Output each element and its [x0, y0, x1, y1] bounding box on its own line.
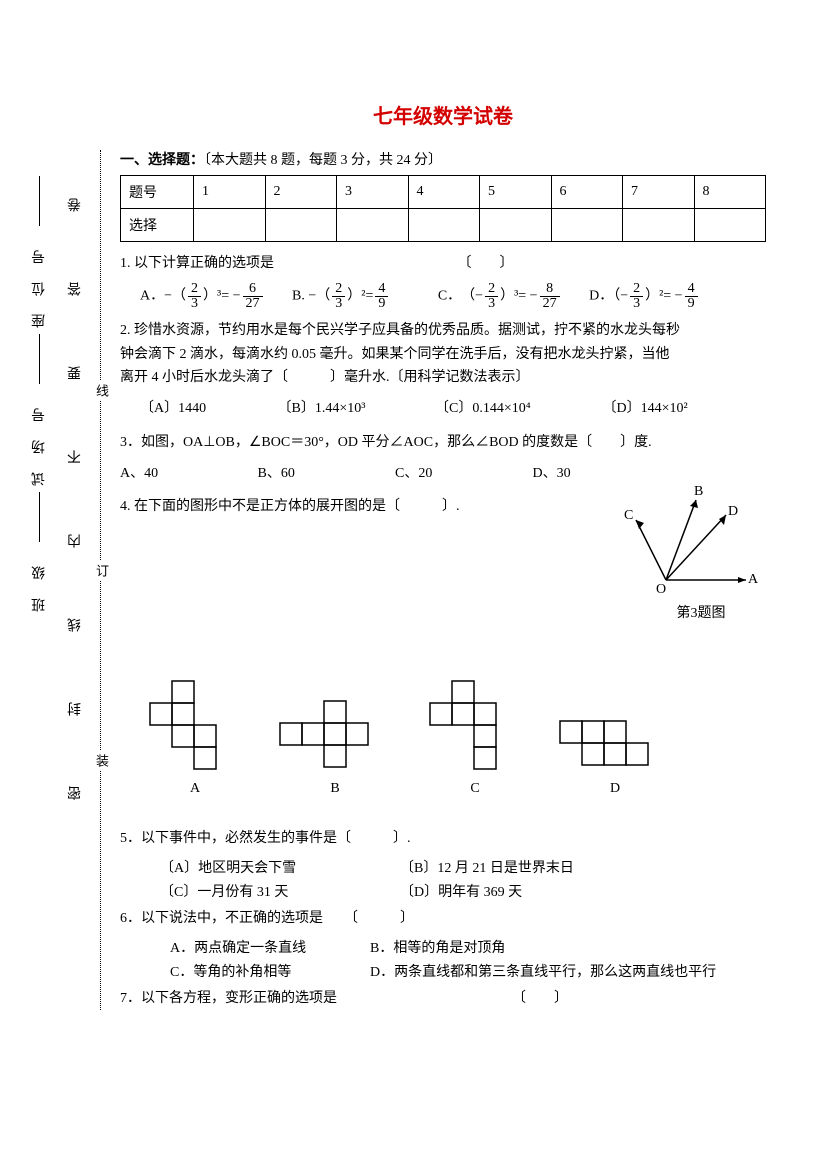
- q1-text: 1. 以下计算正确的选项是: [120, 256, 274, 271]
- net-label-C: C: [430, 781, 520, 797]
- q3-A: A、40: [120, 461, 230, 488]
- q2-D: 〔D〕144×10²: [603, 396, 688, 423]
- label-D: D: [728, 504, 738, 520]
- q6-A: A．两点确定一条直线: [170, 937, 370, 957]
- ans-cell[interactable]: [265, 209, 337, 242]
- col-5: 5: [480, 176, 552, 209]
- q1-D: D．（−23）²= −49: [589, 282, 700, 311]
- q5-opts: 〔A〕地区明天会下雪 〔B〕12 月 21 日是世界末日 〔C〕一月份有 31 …: [160, 857, 766, 901]
- q2-opts: 〔A〕1440 〔B〕1.44×10³ 〔C〕0.144×10⁴ 〔D〕144×…: [140, 396, 766, 423]
- q7-text: 7．以下各方程，变形正确的选项是 〔 〕: [120, 991, 568, 1006]
- ans-cell[interactable]: [408, 209, 480, 242]
- q6-B: B．相等的角是对顶角: [370, 937, 790, 957]
- q2-l2: 钟会滴下 2 滴水，每滴水约 0.05 毫升。如果某个同学在洗手后，没有把水龙头…: [120, 347, 670, 362]
- ans-cell[interactable]: [194, 209, 266, 242]
- q2: 2. 珍惜水资源，节约用水是每个民兴学子应具备的优秀品质。据测试，拧不紧的水龙头…: [120, 319, 766, 390]
- q5-B: 〔B〕12 月 21 日是世界末日: [400, 857, 700, 877]
- q3-D: D、30: [533, 461, 571, 488]
- col-1: 1: [194, 176, 266, 209]
- net-D-icon: [560, 719, 670, 769]
- col-3: 3: [337, 176, 409, 209]
- ans-cell[interactable]: [551, 209, 623, 242]
- q1: 1. 以下计算正确的选项是 〔 〕: [120, 252, 766, 276]
- q2-l1: 2. 珍惜水资源，节约用水是每个民兴学子应具备的优秀品质。据测试，拧不紧的水龙头…: [120, 323, 680, 338]
- q3-opts: A、40 B、60 C、20 D、30: [120, 461, 766, 488]
- net-A-icon: [150, 679, 240, 769]
- q5-A: 〔A〕地区明天会下雪: [160, 857, 400, 877]
- q1-B: B. −（23）²=49: [292, 282, 390, 311]
- q5-D: 〔D〕明年有 369 天: [400, 881, 700, 901]
- row2-label: 选择: [121, 209, 194, 242]
- q7: 7．以下各方程，变形正确的选项是 〔 〕: [120, 987, 766, 1011]
- section1-heading-label: 一、选择题：: [120, 153, 204, 168]
- q2-l3: 离开 4 小时后水龙头滴了〔 〕毫升水.〔用科学记数法表示〕: [120, 370, 530, 385]
- label-O: O: [656, 582, 666, 598]
- q5-C: 〔C〕一月份有 31 天: [160, 881, 400, 901]
- ans-cell[interactable]: [337, 209, 409, 242]
- q3-diagram: A B C D O 第3题图: [626, 490, 766, 630]
- q6-D: D．两条直线都和第三条直线平行，那么这两直线也平行: [370, 961, 790, 981]
- page-title: 七年级数学试卷: [120, 100, 766, 129]
- col-2: 2: [265, 176, 337, 209]
- q3: 3．如图，OA⊥OB，∠BOC＝30°，OD 平分∠AOC，那么∠BOD 的度数…: [120, 431, 766, 455]
- q5: 5．以下事件中，必然发生的事件是〔 〕.: [120, 827, 766, 851]
- q1-C: C． （−23）³= −827: [438, 282, 562, 311]
- q6-text: 6．以下说法中，不正确的选项是 〔 〕: [120, 911, 414, 926]
- q1-A: A．−（23）³= −627: [140, 282, 265, 311]
- section1-heading: 一、选择题：〔本大题共 8 题，每题 3 分，共 24 分〕: [120, 149, 766, 169]
- q1-opts: A．−（23）³= −627 B. −（23）²=49 C． （−23）³= −…: [140, 282, 766, 311]
- table-row: 题号 1 2 3 4 5 6 7 8: [121, 176, 766, 209]
- net-C-icon: [430, 679, 520, 769]
- q3-text: 3．如图，OA⊥OB，∠BOC＝30°，OD 平分∠AOC，那么∠BOD 的度数…: [120, 435, 652, 450]
- label-B: B: [694, 484, 703, 500]
- ans-cell[interactable]: [694, 209, 766, 242]
- col-6: 6: [551, 176, 623, 209]
- q6-C: C．等角的补角相等: [170, 961, 370, 981]
- q2-C: 〔C〕0.144×10⁴: [435, 396, 575, 423]
- label-C: C: [624, 508, 633, 524]
- q3-caption: 第3题图: [656, 602, 746, 622]
- net-label-D: D: [560, 781, 670, 797]
- col-7: 7: [623, 176, 695, 209]
- q4-text: 4. 在下面的图形中不是正方体的展开图的是〔 〕.: [120, 499, 460, 514]
- q5-text: 5．以下事件中，必然发生的事件是〔 〕.: [120, 831, 411, 846]
- net-label-B: B: [280, 781, 390, 797]
- col-8: 8: [694, 176, 766, 209]
- section1-desc: 〔本大题共 8 题，每题 3 分，共 24 分〕: [204, 153, 442, 168]
- net-label-A: A: [150, 781, 240, 797]
- q2-B: 〔B〕1.44×10³: [278, 396, 408, 423]
- answer-table: 题号 1 2 3 4 5 6 7 8 选择: [120, 175, 766, 242]
- q1-blank: 〔 〕: [458, 256, 514, 271]
- net-B-icon: [280, 699, 390, 769]
- q3-B: B、60: [258, 461, 368, 488]
- col-4: 4: [408, 176, 480, 209]
- q6-opts: A．两点确定一条直线 B．相等的角是对顶角 C．等角的补角相等 D．两条直线都和…: [170, 937, 766, 981]
- angle-diagram-icon: [626, 490, 766, 600]
- ans-cell[interactable]: [480, 209, 552, 242]
- cube-nets: A B C D: [120, 679, 766, 797]
- q6: 6．以下说法中，不正确的选项是 〔 〕: [120, 907, 766, 931]
- ans-cell[interactable]: [623, 209, 695, 242]
- row1-label: 题号: [121, 176, 194, 209]
- q2-A: 〔A〕1440: [140, 396, 250, 423]
- q3-C: C、20: [395, 461, 505, 488]
- label-A: A: [748, 572, 758, 588]
- table-row: 选择: [121, 209, 766, 242]
